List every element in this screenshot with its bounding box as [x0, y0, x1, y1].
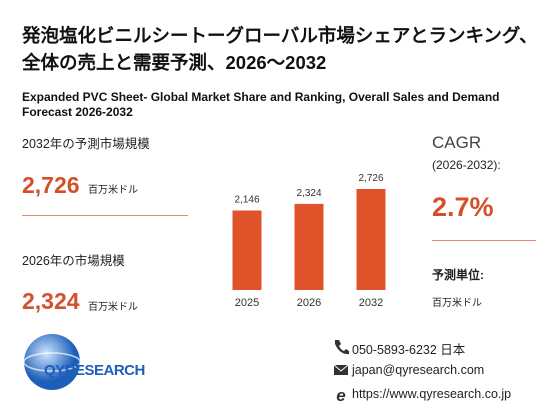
- forecast-unit: 百万米ドル: [88, 185, 138, 196]
- x-tick-label: 2032: [359, 297, 383, 309]
- current-value: 2,324: [22, 288, 80, 314]
- svg-text:e: e: [336, 386, 345, 404]
- logo-globe: [23, 334, 81, 390]
- bar: [356, 189, 386, 290]
- unit-label: 予測単位:: [432, 268, 484, 282]
- value-label: 2,726: [358, 173, 383, 184]
- unit: 百万米ドル: [432, 298, 482, 309]
- forecast-label: 2032年の予測市場規模: [22, 137, 150, 151]
- x-tick-label: 2025: [235, 297, 259, 309]
- cagr-value: 2.7%: [432, 192, 494, 222]
- email: japan@qyresearch.com: [352, 363, 485, 377]
- bar-chart: 2,146 2025 2,324 2026 2,726 2032: [232, 173, 386, 309]
- x-tick-label: 2026: [297, 297, 321, 309]
- subtitle: Expanded PVC Sheet- Global Market Share …: [22, 90, 500, 119]
- cagr-title: CAGR: [432, 133, 482, 152]
- contact-icons: e: [333, 340, 349, 404]
- website: https://www.qyresearch.co.jp: [352, 387, 512, 401]
- divider: [22, 215, 188, 216]
- current-unit: 百万米ドル: [88, 302, 138, 313]
- title: 発泡塩化ビニルシートーグローバル市場シェアとランキング、全体の売上と需要予測、2…: [22, 25, 538, 73]
- phone: 050-5893-6232 日本: [352, 343, 466, 357]
- bar: [294, 203, 324, 290]
- value-label: 2,324: [296, 188, 321, 199]
- forecast-value: 2,726: [22, 172, 80, 198]
- cagr-period: (2026-2032):: [432, 158, 501, 172]
- divider: [432, 240, 536, 241]
- current-label: 2026年の市場規模: [22, 254, 125, 268]
- logo-text: QYRESEARCH: [44, 362, 145, 379]
- value-label: 2,146: [234, 194, 259, 205]
- bar: [232, 210, 262, 290]
